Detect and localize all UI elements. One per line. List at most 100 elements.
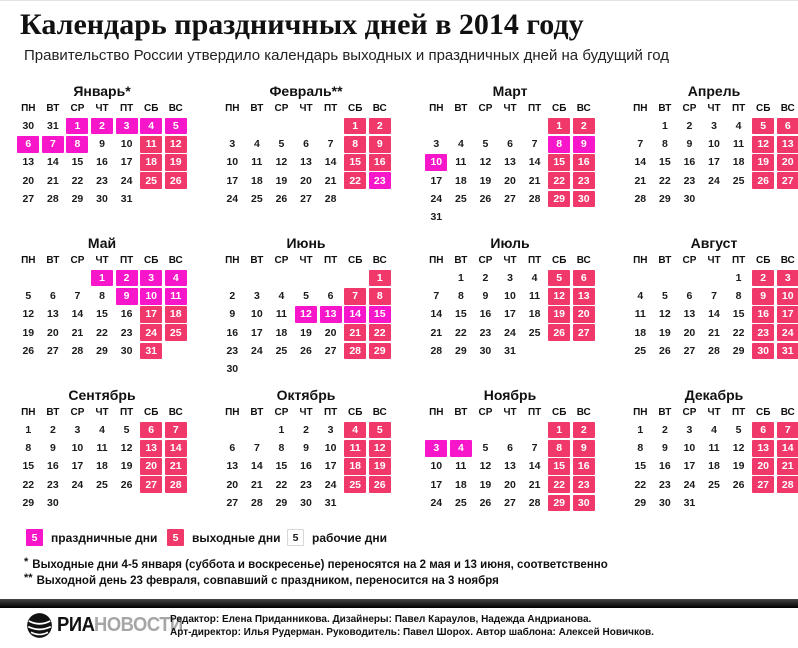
- day-number: 24: [251, 344, 263, 357]
- day-cell: 18: [139, 153, 164, 171]
- day-cell: 27: [498, 494, 523, 512]
- day-number: 24: [226, 192, 239, 205]
- legend-label: рабочие дни: [312, 530, 388, 545]
- day-cell: 19: [114, 457, 139, 475]
- day-number: 11: [733, 138, 745, 151]
- day-number: 6: [507, 442, 513, 455]
- day-number: 29: [634, 496, 647, 509]
- day-cell: 26: [16, 342, 41, 360]
- day-cell: 10: [220, 153, 245, 171]
- day-cell: 7: [41, 135, 66, 153]
- day-number: 11: [455, 156, 467, 169]
- legend: 5 праздничные дни 5 выходные дни 5 рабоч…: [26, 529, 387, 546]
- empty-cell: [449, 421, 474, 439]
- weekday-label: ПН: [225, 407, 240, 418]
- day-number: 10: [430, 460, 443, 473]
- day-cell: 8: [367, 287, 392, 305]
- weekday-label: ВТ: [46, 255, 60, 266]
- day-cell: 11: [702, 439, 727, 457]
- weekday-header-row: ПН ВТ СР ЧТ ПТ СБ ВС: [220, 406, 392, 421]
- day-cell: 26: [367, 476, 392, 494]
- day-cell: 19: [16, 324, 41, 342]
- day-number: 12: [479, 156, 492, 169]
- weekday-label: ПН: [429, 103, 444, 114]
- day-number: 22: [455, 326, 467, 339]
- weekday-label: ЧТ: [707, 103, 721, 114]
- week-row: 7 8 9 10 11 12 13: [424, 287, 596, 305]
- day-cell: 29: [449, 342, 474, 360]
- empty-cell: [775, 190, 798, 208]
- day-cell: 15: [628, 457, 653, 475]
- day-cell: 24: [220, 190, 245, 208]
- weekday-label: ВТ: [658, 103, 672, 114]
- day-cell: 7: [318, 135, 343, 153]
- day-cell: 22: [653, 172, 678, 190]
- day-cell: 29: [547, 190, 572, 208]
- day-cell: 5: [16, 287, 41, 305]
- day-number: 13: [683, 308, 696, 321]
- day-cell: 28: [522, 494, 547, 512]
- day-number: 9: [572, 136, 595, 153]
- day-cell: 28: [628, 190, 653, 208]
- empty-cell: [163, 342, 188, 360]
- day-number: 6: [776, 117, 798, 135]
- day-number: 13: [319, 306, 342, 323]
- day-cell: 2: [220, 287, 245, 305]
- day-cell: 20: [498, 476, 523, 494]
- day-number: 6: [140, 421, 163, 439]
- brand-novosti: НОВОСТИ: [93, 614, 183, 636]
- day-cell: 6: [751, 421, 776, 439]
- day-number: 6: [229, 442, 236, 455]
- week-row: 14 15 16 17 18 19 20: [628, 153, 798, 171]
- day-number: 11: [344, 440, 367, 457]
- month-title: Май: [87, 235, 117, 251]
- day-cell: 10: [114, 135, 139, 153]
- day-cell: 21: [424, 324, 449, 342]
- day-number: 7: [74, 290, 81, 303]
- day-cell: 30: [653, 494, 678, 512]
- day-cell: 11: [90, 439, 115, 457]
- day-cell: 26: [473, 494, 498, 512]
- day-cell: 10: [139, 287, 164, 305]
- empty-cell: [294, 117, 319, 135]
- day-number: 12: [275, 156, 288, 169]
- day-number: 15: [634, 460, 647, 473]
- day-cell: 25: [139, 172, 164, 190]
- day-number: 19: [659, 326, 671, 339]
- day-cell: 3: [139, 269, 164, 287]
- week-row: 26 27 28 29 30 31: [16, 342, 188, 360]
- weekday-label: ВТ: [658, 407, 672, 418]
- day-number: 2: [572, 421, 595, 439]
- day-number: 6: [507, 138, 513, 151]
- week-row: 31: [424, 208, 596, 226]
- day-cell: 6: [571, 269, 596, 287]
- weekday-label: СР: [478, 103, 493, 114]
- day-number: 3: [253, 290, 260, 303]
- day-cell: 5: [294, 287, 319, 305]
- day-cell: 1: [547, 421, 572, 439]
- weekday-label: СР: [682, 407, 697, 418]
- day-number: 18: [708, 460, 720, 473]
- weekday-label: ВС: [780, 255, 795, 266]
- day-cell: 23: [571, 476, 596, 494]
- day-number: 21: [528, 174, 541, 187]
- weekday-label: ЧТ: [707, 255, 721, 266]
- day-cell: 27: [498, 190, 523, 208]
- day-number: 18: [634, 326, 647, 339]
- weekday-label: ЧТ: [299, 255, 313, 266]
- day-cell: 4: [522, 269, 547, 287]
- day-cell: 14: [163, 439, 188, 457]
- day-cell: 2: [653, 421, 678, 439]
- empty-cell: [139, 190, 164, 208]
- empty-cell: [571, 208, 596, 226]
- empty-cell: [628, 269, 653, 287]
- day-number: 22: [275, 478, 288, 491]
- day-cell: 11: [163, 287, 188, 305]
- day-number: 17: [504, 308, 516, 321]
- day-cell: 7: [245, 439, 270, 457]
- day-number: 14: [251, 460, 263, 473]
- day-number: 30: [22, 120, 35, 133]
